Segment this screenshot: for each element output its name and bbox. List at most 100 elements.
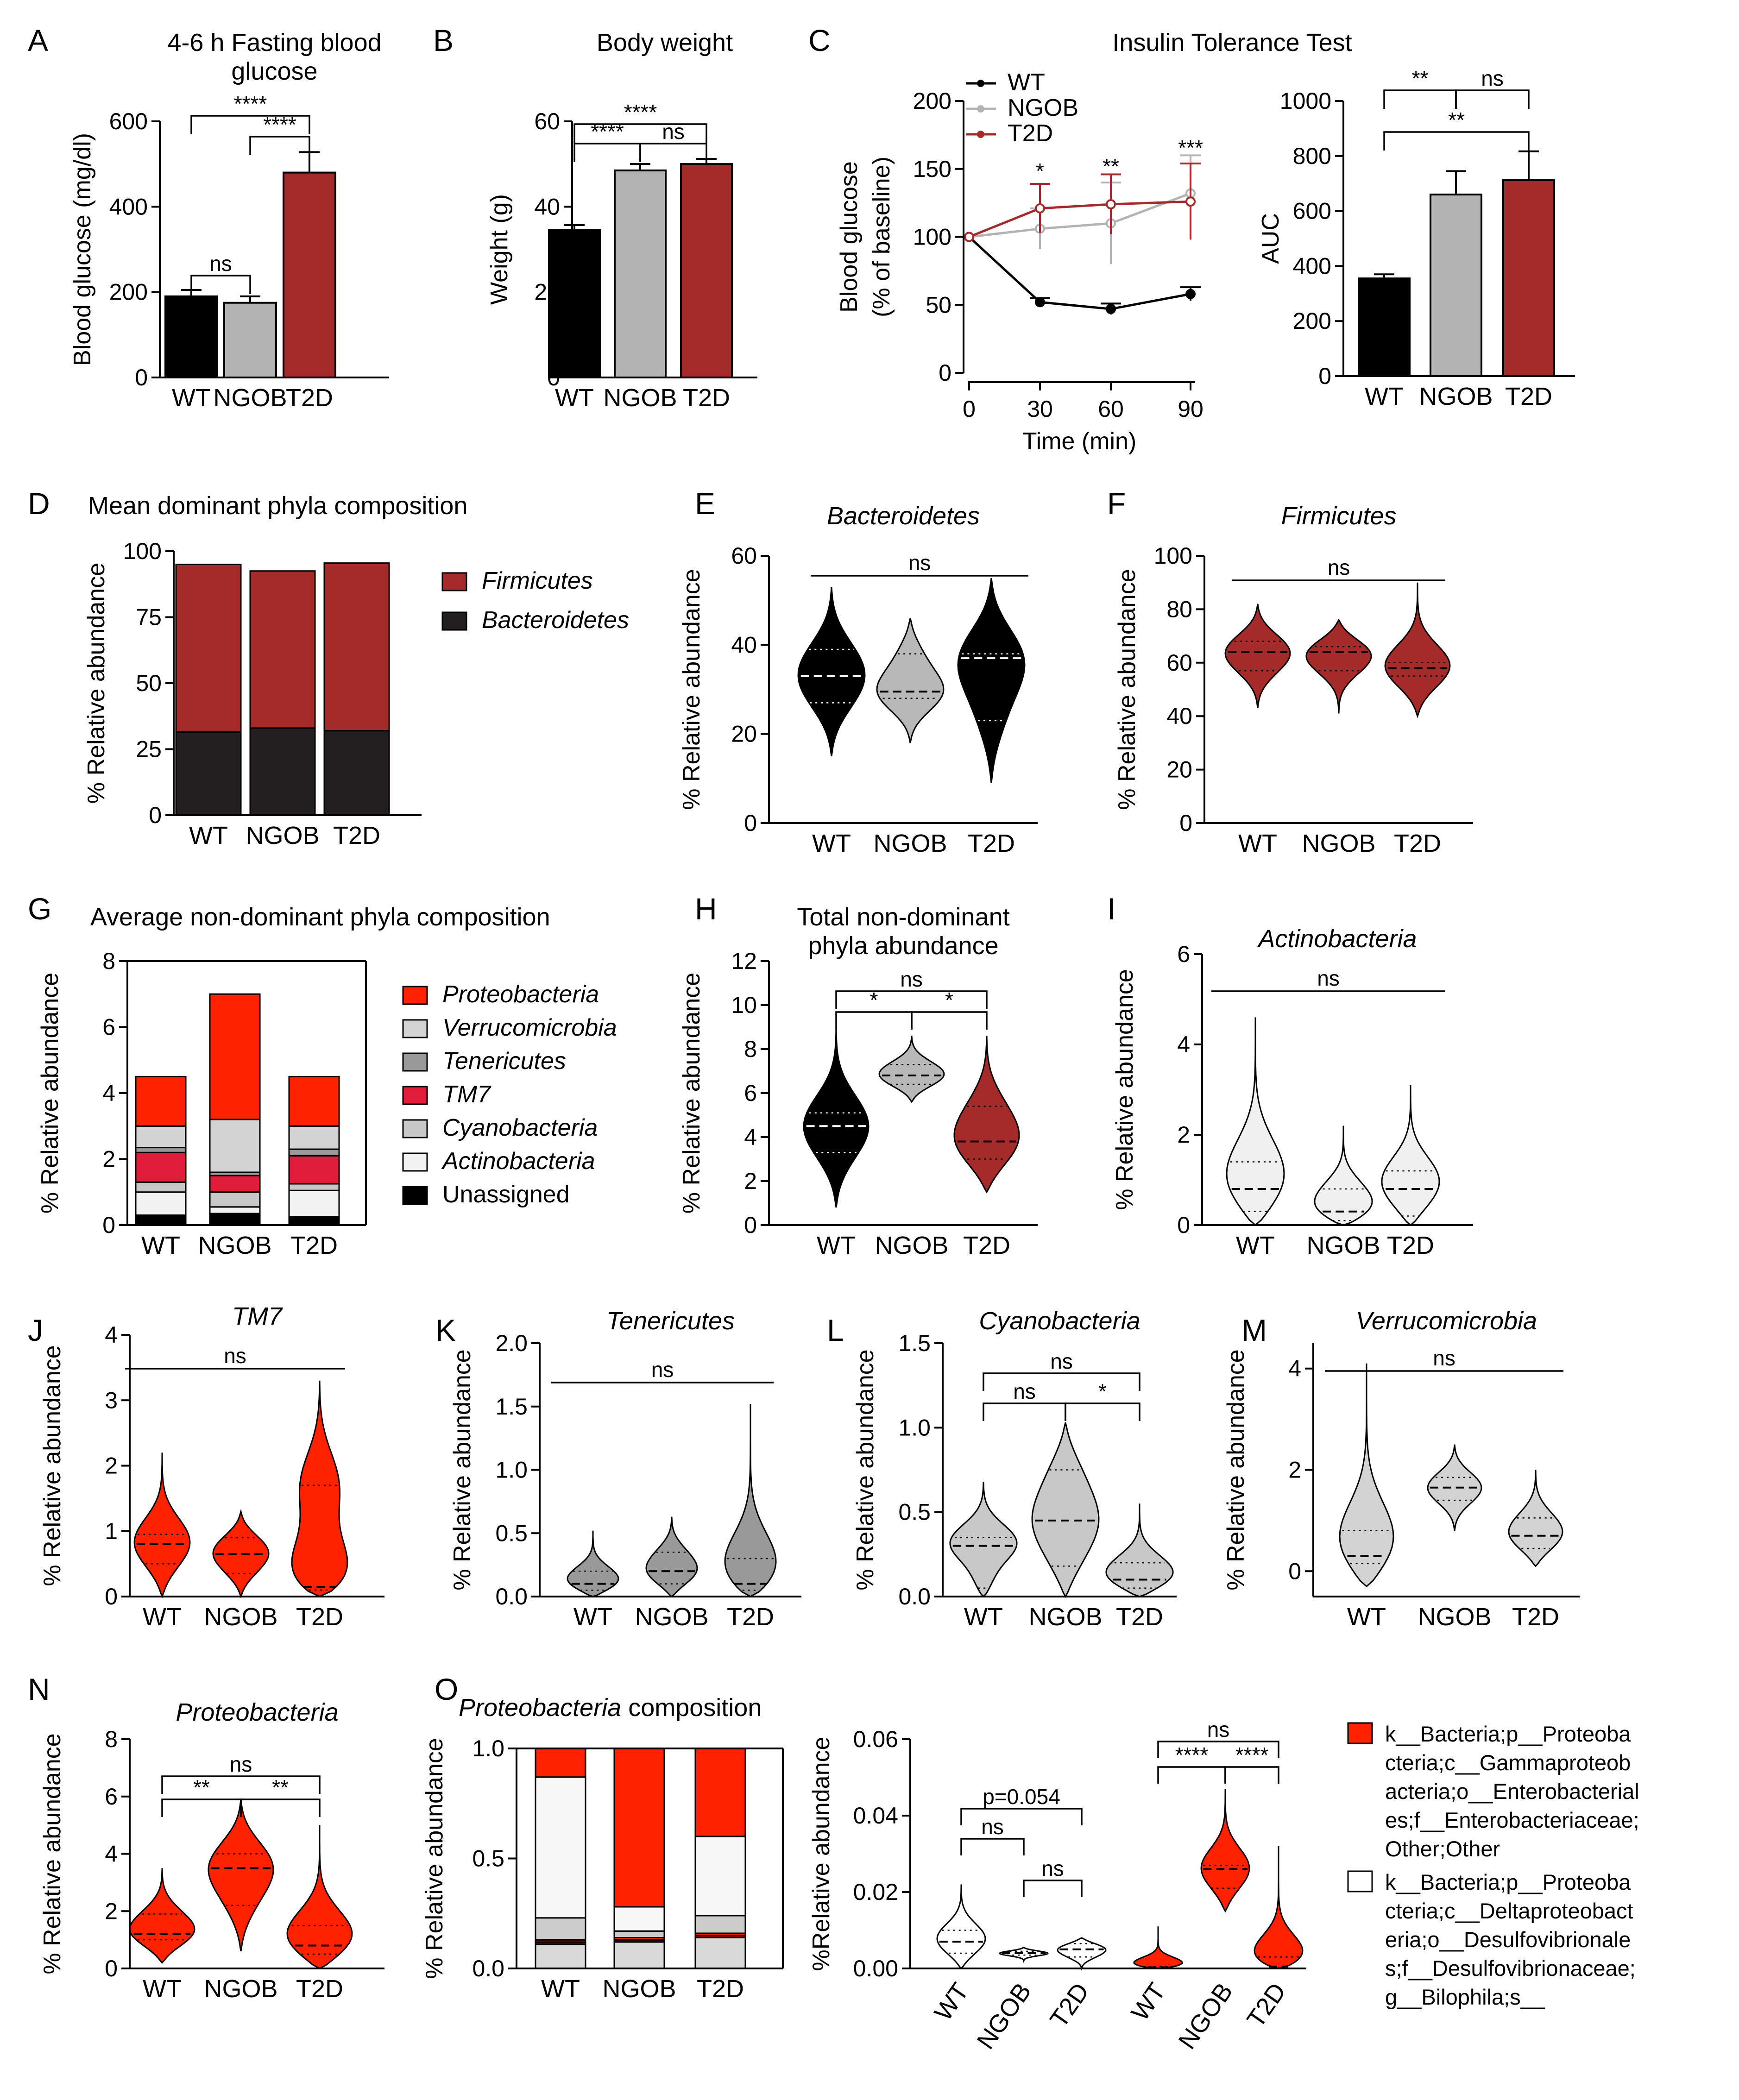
chart-title-line: 4-6 h Fasting blood: [167, 29, 381, 57]
x-category-label: WT: [143, 1975, 182, 2003]
x-category-label: WT: [573, 1603, 612, 1631]
legend-label: WT: [1008, 69, 1045, 96]
y-tick-label: 200: [109, 279, 148, 305]
x-category-label: T2D: [290, 1232, 338, 1259]
legend-label: Firmicutes: [482, 567, 593, 594]
overall-significance-label: ns: [651, 1358, 674, 1382]
x-category-label: WT: [812, 830, 851, 857]
violin-shape: [803, 1027, 870, 1208]
y-tick-label: 2: [1177, 1122, 1190, 1148]
chart-title: Total non-dominant phyla abundance: [797, 903, 1009, 960]
significance-label: *: [1036, 159, 1044, 183]
violin-shape: [208, 1799, 274, 1952]
y-tick-label: 0: [149, 802, 162, 828]
violin-shape: [999, 1946, 1049, 1963]
x-category-label: T2D: [683, 384, 730, 412]
x-category-label: WT: [189, 822, 228, 849]
y-tick-label: 40: [731, 632, 757, 658]
chart-title: TM7: [232, 1302, 283, 1330]
y-tick-label: 0: [1177, 1212, 1190, 1238]
y-tick-label: 2: [1288, 1457, 1301, 1483]
violin-shape: [724, 1404, 777, 1597]
legend-swatch: [402, 1019, 428, 1038]
legend-label-line: cteria;c__Deltaproteobact: [1385, 1899, 1633, 1923]
significance-bracket: [573, 143, 641, 162]
violin-shape: [797, 587, 866, 757]
violin-shape: [1133, 1926, 1183, 1969]
y-tick-label: 2.0: [495, 1330, 528, 1356]
y-tick-label: 6: [744, 1080, 757, 1106]
y-tick-label: 75: [136, 604, 162, 630]
stacked-bar-segment: [135, 1075, 187, 1127]
violin-shape: [1226, 1017, 1285, 1226]
y-tick-label: 0: [1179, 810, 1192, 836]
y-tick-label: 25: [136, 736, 162, 762]
y-tick-label: 0.04: [853, 1803, 898, 1829]
chart-title-line: TM7: [232, 1302, 283, 1330]
stacked-bar-segment: [288, 1155, 340, 1185]
x-category-label: NGOB: [602, 1975, 676, 2003]
line-series-T2D: [969, 200, 1191, 238]
y-tick-label: 0.0: [495, 1584, 528, 1610]
x-category-label: NGOB: [1028, 1603, 1102, 1631]
y-axis-label: % Relative abundance: [678, 973, 705, 1213]
chart-title-line: Cyanobacteria: [979, 1307, 1140, 1335]
y-tick-label: 4: [744, 1124, 757, 1150]
legend-marker: [977, 131, 984, 138]
legend-label: Verrucomicrobia: [442, 1014, 617, 1041]
stacked-bar-segment: [249, 727, 316, 816]
stacked-bar-segment: [613, 1906, 665, 1932]
stacked-bar-segment: [694, 1915, 746, 1934]
legend-swatch: [402, 1052, 428, 1072]
y-axis-label: (% of baseline): [868, 157, 895, 317]
y-tick-label: 100: [913, 224, 951, 250]
y-axis-label: % Relative abundance: [852, 1349, 879, 1590]
violin-shape: [1381, 1085, 1440, 1226]
y-tick-label: 0.5: [898, 1499, 931, 1525]
y-tick-label: 4: [1177, 1031, 1190, 1057]
significance-bracket: [960, 1808, 1083, 1825]
chart-G: 0 2 4 6 8 % Relative abundance G WT NGOB T2D Avera…: [28, 892, 617, 1259]
significance-bracket: [190, 275, 251, 294]
chart-C2: 0 200 400 600 800 1000 AUC WT NGOB T2D ** ** ns: [1257, 66, 1575, 410]
line-point: [1106, 304, 1116, 314]
y-tick-label: 4: [105, 1322, 118, 1348]
chart-H: 0 2 4 6 8 10 12 % Relative abundance H WT NGOB T2D *…: [678, 892, 1038, 1259]
x-category-label: NGOB: [971, 1978, 1036, 2054]
x-category-label: T2D: [333, 822, 380, 849]
significance-bracket: [960, 1838, 1025, 1855]
significance-bracket: [1023, 1880, 1083, 1897]
panel-label: B: [433, 23, 454, 57]
significance-bracket: [639, 143, 707, 162]
x-category-label: NGOB: [1173, 1978, 1238, 2054]
stacked-bar-segment: [209, 1191, 261, 1208]
significance-label: ****: [234, 92, 267, 116]
stacked-bar-segment: [135, 1151, 187, 1183]
chart-E: 0 20 40 60 % Relative abundance E WT NGOB T2D ns B…: [678, 486, 1038, 857]
bar: [1358, 277, 1411, 377]
x-category-label: NGOB: [873, 830, 947, 857]
chart-title: 4-6 h Fasting blood glucose: [167, 29, 381, 85]
chart-title: Proteobacteria: [176, 1698, 338, 1726]
chart-title-line: Bacteroidetes: [827, 502, 980, 530]
x-category-label: NGOB: [635, 1603, 708, 1631]
bar: [614, 169, 667, 378]
chart-C1: 0 50 100 150 200 0 30 60 90 Time (min) Blood gluco…: [808, 23, 1352, 455]
significance-label: **: [272, 1775, 289, 1799]
x-category-label: WT: [817, 1232, 856, 1259]
legend-label-line: eria;o__Desulfovibrionale: [1385, 1927, 1631, 1952]
stacked-bar-segment: [209, 1213, 261, 1226]
violin-shape: [1031, 1422, 1100, 1598]
overall-significance-label: ns: [1317, 966, 1340, 990]
chart-title-line: Actinobacteria: [1257, 925, 1417, 953]
chart-O2: 0.000.020.040.06%Relative abundanceWTNGO…: [808, 1717, 1639, 2054]
chart-title: Cyanobacteria: [979, 1307, 1140, 1335]
stacked-bar-segment: [613, 1941, 665, 1969]
x-category-label: NGOB: [875, 1232, 948, 1259]
y-axis-label: % Relative abundance: [1111, 969, 1138, 1210]
chart-F: 0 20 40 60 80 100 % Relative abundance F WT NGOB T…: [1107, 486, 1473, 857]
y-tick-label: 600: [1293, 198, 1331, 224]
y-tick-label: 2: [102, 1146, 115, 1172]
